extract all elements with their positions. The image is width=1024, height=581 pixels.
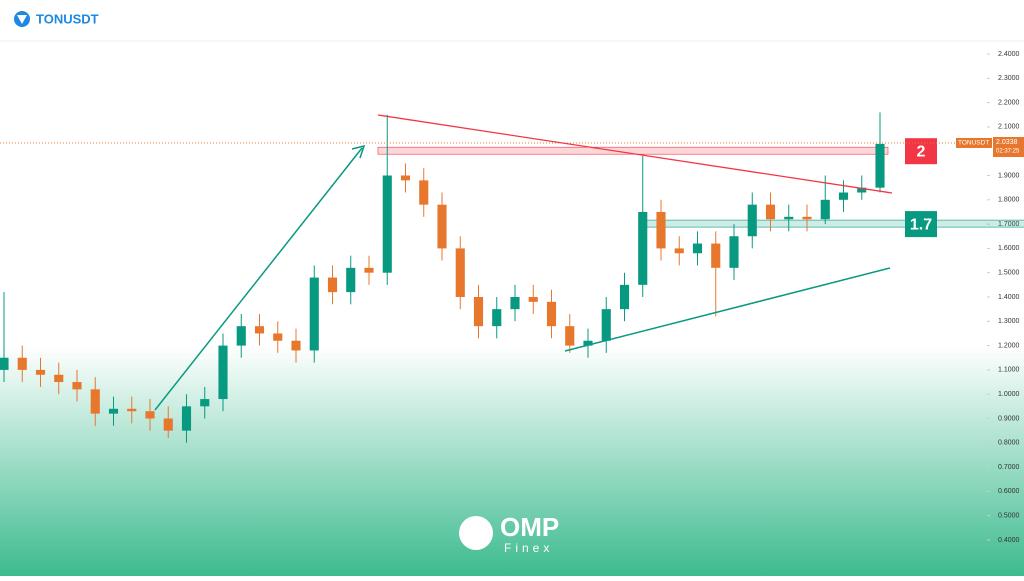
trend-line-upper <box>377 114 893 194</box>
symbol-tag-text: TONUSDT <box>958 140 989 147</box>
y-tick-label: 1.1000 <box>998 367 1020 374</box>
level-label: 1.7 <box>910 216 932 233</box>
candle-body <box>327 277 338 293</box>
logo-sub: Finex <box>504 541 553 555</box>
y-tick-label: 1.9000 <box>998 172 1020 179</box>
y-tick-label: 0.8000 <box>998 440 1020 447</box>
candle-body <box>857 187 867 193</box>
countdown-text: 02:37:25 <box>996 149 1020 155</box>
candle-body <box>747 204 757 237</box>
candle-body <box>802 216 812 220</box>
logo-name: OMP <box>500 512 559 542</box>
candle-body <box>17 357 27 370</box>
y-tick-label: 0.4000 <box>998 537 1020 544</box>
candle-body <box>382 175 392 273</box>
candle-body <box>236 326 246 346</box>
candle-body <box>638 211 648 285</box>
candle-body <box>400 175 411 181</box>
y-tick-label: 2.4000 <box>998 51 1020 58</box>
candle-body <box>163 418 173 431</box>
candle-body <box>254 326 265 334</box>
candle-body <box>875 143 885 188</box>
y-tick-label: 1.0000 <box>998 391 1020 398</box>
candle-body <box>765 204 776 220</box>
candle-body <box>711 243 721 268</box>
candle-body <box>218 345 228 400</box>
y-tick-label: 1.3000 <box>998 318 1020 325</box>
y-tick-label: 2.2000 <box>998 99 1020 106</box>
candle-body <box>455 248 465 297</box>
candle-body <box>364 267 374 273</box>
candle-body <box>546 301 557 327</box>
candle-body <box>492 309 502 327</box>
trend-line-lower <box>564 267 891 352</box>
level-badge <box>905 211 937 238</box>
candle-body <box>510 297 520 310</box>
symbol-title: TONUSDT <box>36 11 99 26</box>
candle-body <box>90 389 100 414</box>
y-tick-label: 0.6000 <box>998 488 1020 495</box>
candle-body <box>309 277 319 351</box>
candle-body <box>200 399 210 407</box>
candle-body <box>656 211 666 249</box>
y-tick-label: 1.2000 <box>998 342 1020 349</box>
candle-body <box>692 243 703 254</box>
y-tick-label: 2.3000 <box>998 75 1020 82</box>
logo: OMP Finex <box>459 512 559 555</box>
candle-body <box>127 408 137 412</box>
candle-body <box>565 326 575 346</box>
candle-body <box>619 284 630 310</box>
y-tick-label: 2.1000 <box>998 124 1020 131</box>
y-tick-label: 1.6000 <box>998 245 1020 252</box>
candle-body <box>72 382 82 390</box>
candle-body <box>273 333 283 341</box>
candle-body <box>0 357 9 370</box>
y-tick-label: 0.5000 <box>998 513 1020 520</box>
candle-body <box>820 199 830 220</box>
candle-body <box>838 192 849 200</box>
candle-body <box>601 309 611 341</box>
logo-icon <box>459 516 493 550</box>
y-tick-label: 1.8000 <box>998 197 1020 204</box>
candle-body <box>473 297 484 327</box>
candle-body <box>528 297 538 302</box>
candle-body <box>784 216 794 220</box>
y-tick-label: 0.7000 <box>998 464 1020 471</box>
price-tag <box>993 136 1024 157</box>
y-tick-label: 1.7000 <box>998 221 1020 228</box>
candle-body <box>108 408 119 414</box>
candle-body <box>674 248 684 254</box>
price-tag-text: 2.0338 <box>996 139 1018 146</box>
y-tick-label: 1.5000 <box>998 270 1020 277</box>
candle-body <box>583 340 593 346</box>
candle-body <box>291 340 301 351</box>
level-zone <box>640 219 1024 228</box>
level-label: 2 <box>917 143 926 160</box>
arrow-line <box>154 147 363 411</box>
symbol-tag <box>956 137 992 148</box>
candle-body <box>346 267 356 293</box>
candle-body <box>54 374 64 383</box>
symbol-icon-mark <box>17 15 27 24</box>
arrow-head <box>351 144 366 159</box>
candle-body <box>145 411 155 419</box>
candle-body <box>729 236 739 268</box>
candle-body <box>437 204 447 249</box>
y-tick-label: 0.9000 <box>998 415 1020 422</box>
candle-body <box>35 369 46 375</box>
candle-body <box>419 180 429 205</box>
y-tick-label: 1.4000 <box>998 294 1020 301</box>
candle-body <box>181 406 192 431</box>
